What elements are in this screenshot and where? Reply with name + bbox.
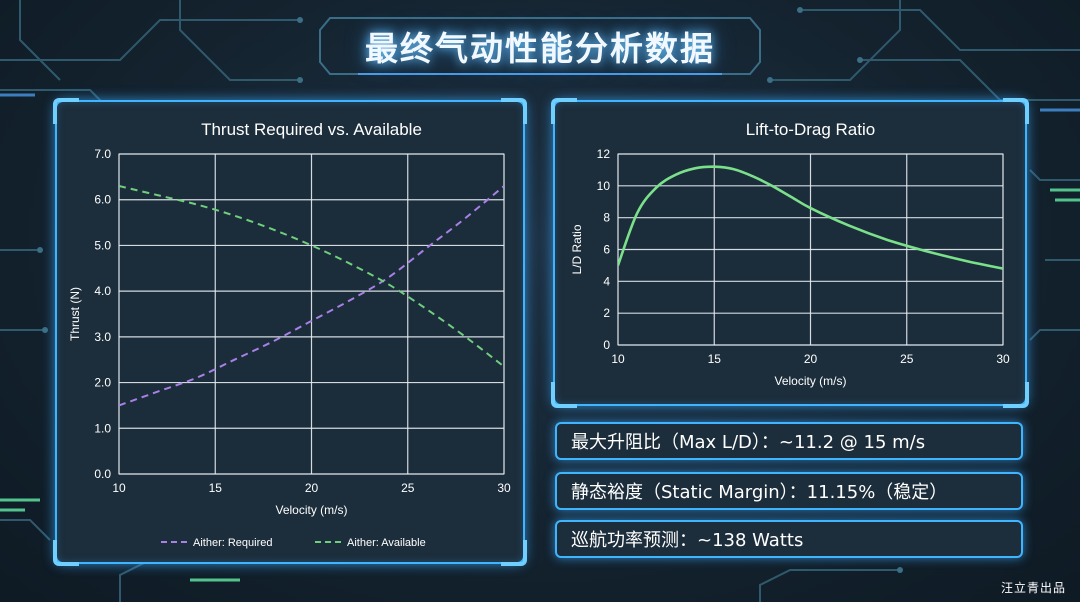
credit-text: 汪立青出品 bbox=[1000, 581, 1066, 595]
x-tick-label: 15 bbox=[708, 352, 722, 366]
thrust-chart-panel: 10 15 20 25 30 0.0 1.0 2.0 3.0 4.0 5.0 6.0 7.0 Thrust… bbox=[53, 98, 527, 566]
y-axis-label: L/D Ratio bbox=[570, 224, 584, 274]
y-tick-label: 8 bbox=[603, 211, 610, 225]
cruise-power-info: 巡航功率预测：~138 Watts bbox=[555, 520, 1023, 558]
y-tick-label: 3.0 bbox=[94, 330, 111, 344]
y-tick-label: 5.0 bbox=[94, 238, 111, 252]
y-tick-label: 1.0 bbox=[94, 421, 111, 435]
y-tick-label: 10 bbox=[597, 179, 611, 193]
page-title: 最终气动性能分析数据 bbox=[365, 29, 715, 68]
x-tick-label: 30 bbox=[497, 481, 511, 495]
chart-title: Lift-to-Drag Ratio bbox=[746, 120, 875, 139]
y-tick-label: 7.0 bbox=[94, 147, 111, 161]
y-tick-label: 12 bbox=[597, 147, 611, 161]
ld-chart: 10 15 20 25 30 0 2 4 6 8 10 12 Lift-to-Drag Ratio Vel… bbox=[570, 120, 1010, 388]
x-tick-label: 20 bbox=[804, 352, 818, 366]
legend-label: Aither: Available bbox=[347, 537, 426, 549]
x-tick-label: 25 bbox=[401, 481, 415, 495]
series-line-0 bbox=[618, 165, 1003, 270]
ld-chart-panel: 10 15 20 25 30 0 2 4 6 8 10 12 Lift-to-Drag Ratio Vel… bbox=[551, 98, 1029, 408]
y-tick-label: 2 bbox=[603, 306, 610, 320]
y-axis-label: Thrust (N) bbox=[68, 287, 82, 341]
static-margin-info: 静态裕度（Static Margin）：11.15%（稳定） bbox=[555, 472, 1023, 510]
x-tick-label: 10 bbox=[112, 481, 126, 495]
y-tick-label: 6 bbox=[603, 243, 610, 257]
y-tick-label: 4.0 bbox=[94, 284, 111, 298]
y-tick-label: 4 bbox=[603, 274, 610, 288]
x-axis-label: Velocity (m/s) bbox=[774, 374, 846, 388]
chart-title: Thrust Required vs. Available bbox=[201, 120, 422, 139]
max-ld-info: 最大升阻比（Max L/D）：~11.2 @ 15 m/s bbox=[555, 422, 1023, 460]
title-frame: 最终气动性能分析数据 bbox=[318, 12, 762, 80]
x-tick-label: 25 bbox=[900, 352, 914, 366]
y-tick-label: 6.0 bbox=[94, 193, 111, 207]
y-tick-label: 2.0 bbox=[94, 376, 111, 390]
y-tick-label: 0.0 bbox=[94, 467, 111, 481]
x-tick-label: 30 bbox=[996, 352, 1010, 366]
legend-label: Aither: Required bbox=[193, 537, 273, 549]
x-tick-label: 20 bbox=[305, 481, 319, 495]
thrust-chart: 10 15 20 25 30 0.0 1.0 2.0 3.0 4.0 5.0 6.0 7.0 Thrust… bbox=[68, 120, 511, 549]
x-tick-label: 15 bbox=[209, 481, 223, 495]
x-axis-label: Velocity (m/s) bbox=[275, 503, 347, 517]
y-tick-label: 0 bbox=[603, 338, 610, 352]
series-line-aither-required bbox=[119, 185, 504, 407]
x-tick-label: 10 bbox=[611, 352, 625, 366]
